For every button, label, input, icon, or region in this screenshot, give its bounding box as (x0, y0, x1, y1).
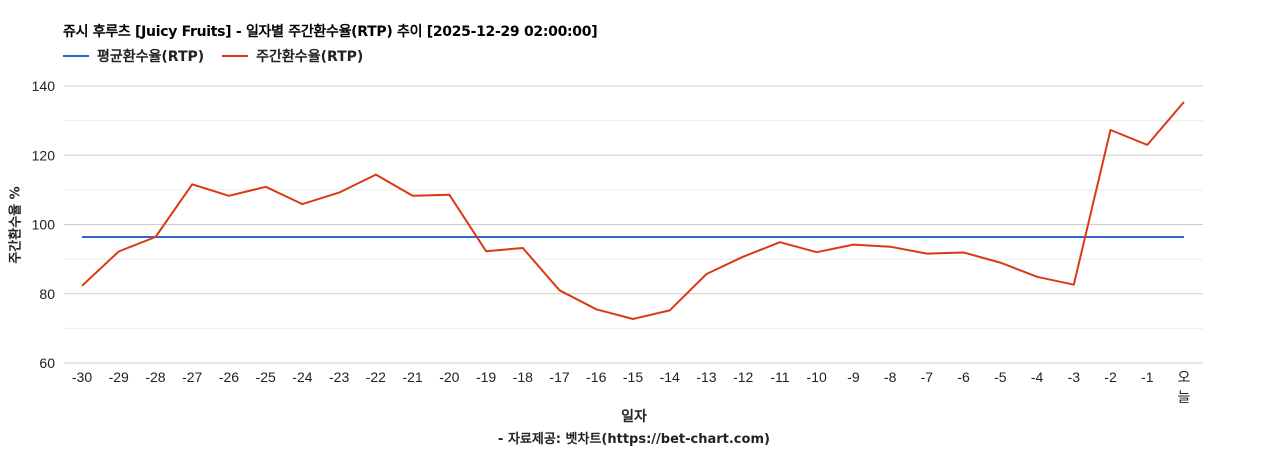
x-tick-label: -23 (329, 369, 349, 385)
x-tick-label: -18 (513, 369, 533, 385)
data-source-credit: - 자료제공: 벳차트(https://bet-chart.com) (498, 432, 770, 447)
y-tick-label: 60 (39, 355, 55, 371)
x-tick-label: -21 (402, 369, 422, 385)
chart-title: 쥬시 후루츠 [Juicy Fruits] - 일자별 주간환수율(RTP) 추… (63, 24, 598, 40)
x-axis-ticks: -30 -29 -28 -27 -26 -25 -24 -23 -22 -21 -20 -19 -18-… (72, 369, 1191, 405)
x-tick-label: -13 (696, 369, 716, 385)
x-tick-label: -15 (623, 369, 643, 385)
weekly-rtp-line[interactable] (81, 101, 1185, 320)
legend-item-weekly-rtp[interactable]: 주간환수율(RTP) (222, 46, 363, 66)
y-axis-ticks: 60 80 100 120 140 (32, 78, 56, 371)
data-series (81, 101, 1185, 320)
x-tick-label: -3 (1068, 369, 1081, 385)
x-tick-label: -7 (921, 369, 934, 385)
x-tick-label: -22 (366, 369, 386, 385)
legend-label: 주간환수율(RTP) (256, 49, 364, 65)
legend-label: 평균환수율(RTP) (97, 49, 205, 65)
x-tick-label: -6 (957, 369, 970, 385)
x-tick-label: -26 (219, 369, 239, 385)
x-tick-label: -28 (145, 369, 165, 385)
x-tick-label: -25 (256, 369, 276, 385)
x-tick-label: -9 (847, 369, 860, 385)
gridlines (64, 85, 1203, 364)
legend-swatch-red-icon (222, 55, 249, 57)
legend-swatch-blue-icon (63, 55, 89, 57)
x-tick-label: -17 (549, 369, 569, 385)
x-tick-label: -14 (660, 369, 680, 385)
x-tick-label: -20 (439, 369, 459, 385)
y-tick-label: 120 (32, 147, 56, 163)
y-tick-label: 80 (39, 286, 55, 302)
y-axis-label: 주간환수율 % (8, 186, 24, 264)
chart-legend: 평균환수율(RTP) 주간환수율(RTP) (63, 46, 381, 66)
x-tick-label: -4 (1031, 369, 1044, 385)
legend-item-average-rtp[interactable]: 평균환수율(RTP) (63, 46, 204, 66)
x-tick-label: -1 (1141, 369, 1154, 385)
x-tick-label: -2 (1104, 369, 1117, 385)
x-axis-label: 일자 (621, 409, 647, 425)
x-tick-label: -19 (476, 369, 496, 385)
x-tick-label: -29 (109, 369, 129, 385)
x-tick-label: -8 (884, 369, 897, 385)
y-tick-label: 140 (32, 78, 56, 94)
y-tick-label: 100 (32, 217, 56, 233)
x-tick-label: -10 (807, 369, 827, 385)
x-tick-label: -11 (770, 369, 789, 385)
x-tick-label: -27 (182, 369, 202, 385)
x-tick-label: -12 (733, 369, 753, 385)
x-tick-label: -24 (292, 369, 312, 385)
x-tick-label: -30 (72, 369, 92, 385)
x-tick-label: -5 (994, 369, 1007, 385)
x-tick-label: -16 (586, 369, 606, 385)
